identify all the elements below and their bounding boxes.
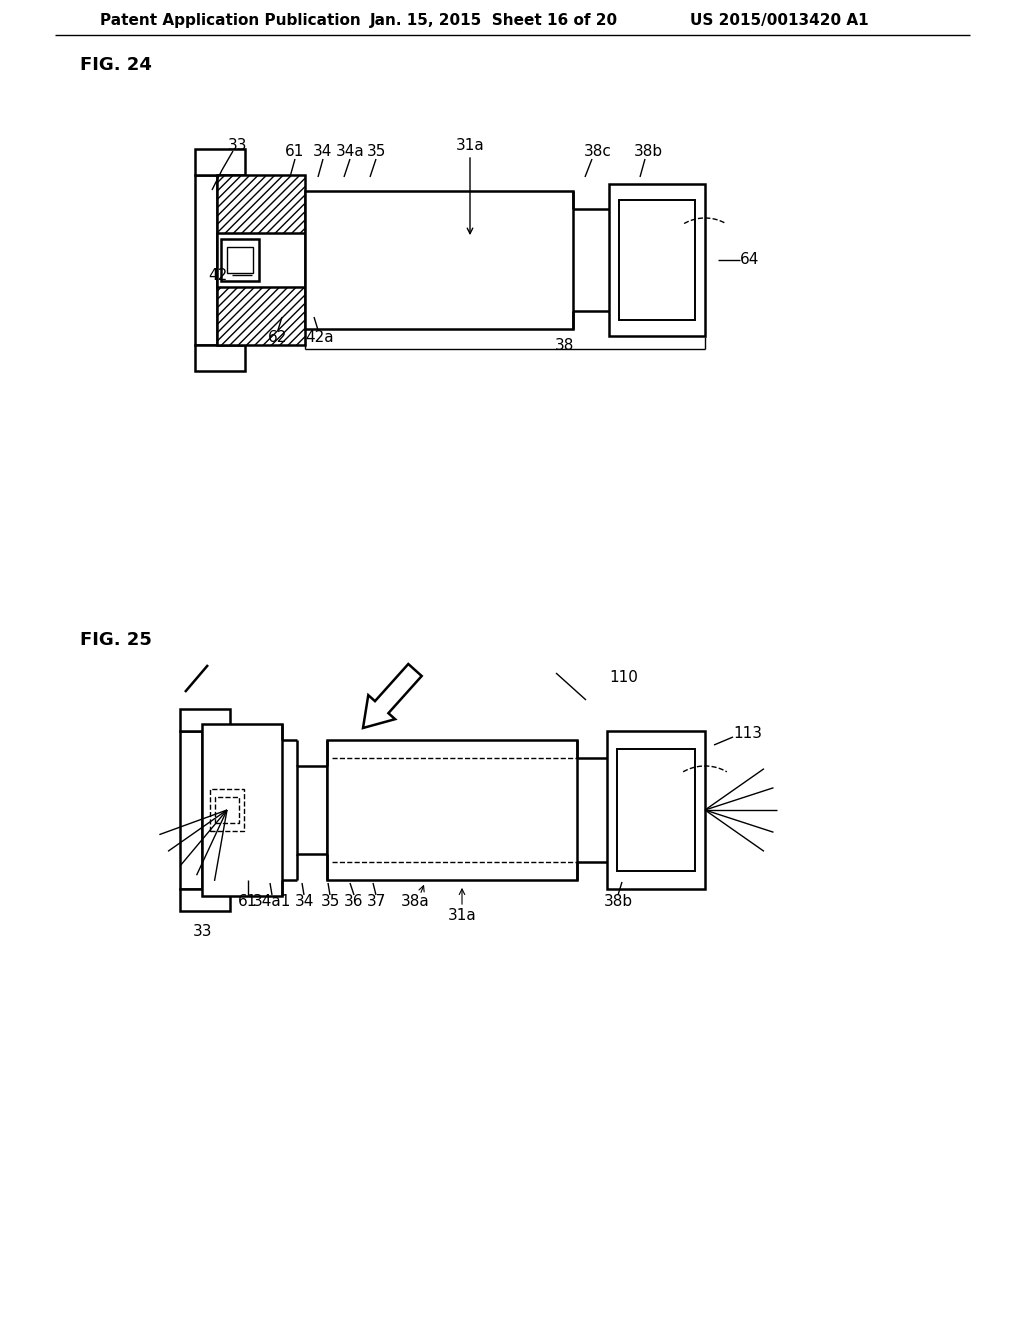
Bar: [202, 723, 282, 896]
Text: 61: 61: [239, 895, 258, 909]
Text: 38b: 38b: [603, 895, 633, 909]
Bar: [215, 797, 239, 822]
Text: US 2015/0013420 A1: US 2015/0013420 A1: [690, 12, 868, 28]
Bar: [195, 176, 217, 345]
Text: 34: 34: [294, 895, 313, 909]
Text: 34a1: 34a1: [253, 895, 291, 909]
Bar: [618, 201, 695, 319]
Bar: [305, 191, 573, 329]
Text: 38: 38: [555, 338, 574, 354]
Text: 34a: 34a: [336, 144, 365, 160]
Bar: [195, 149, 245, 176]
Bar: [195, 345, 245, 371]
Text: 62: 62: [268, 330, 288, 346]
Bar: [180, 888, 230, 911]
Text: Jan. 15, 2015  Sheet 16 of 20: Jan. 15, 2015 Sheet 16 of 20: [370, 12, 618, 28]
Bar: [327, 741, 577, 880]
Text: 110: 110: [609, 669, 638, 685]
Text: 35: 35: [367, 144, 386, 160]
Text: 61: 61: [286, 144, 305, 160]
Bar: [221, 239, 259, 281]
Text: 33: 33: [194, 924, 213, 940]
Text: FIG. 25: FIG. 25: [80, 631, 152, 649]
Bar: [607, 731, 705, 888]
Bar: [217, 234, 305, 286]
Bar: [180, 731, 202, 888]
Bar: [180, 709, 230, 731]
Text: 33: 33: [228, 137, 248, 153]
Text: 38b: 38b: [634, 144, 663, 160]
Text: 38a: 38a: [400, 895, 429, 909]
Text: 64: 64: [740, 252, 760, 268]
Text: 42a: 42a: [306, 330, 334, 346]
FancyArrow shape: [362, 664, 422, 729]
Text: 37: 37: [367, 895, 386, 909]
Bar: [217, 176, 305, 345]
Text: FIG. 24: FIG. 24: [80, 55, 152, 74]
Text: 113: 113: [733, 726, 763, 742]
Text: 35: 35: [321, 895, 340, 909]
Text: Patent Application Publication: Patent Application Publication: [100, 12, 360, 28]
Bar: [297, 766, 327, 854]
Text: 31a: 31a: [456, 137, 484, 153]
Bar: [227, 247, 253, 273]
Text: 31a: 31a: [447, 908, 476, 923]
Bar: [210, 789, 244, 832]
Text: 36: 36: [344, 895, 364, 909]
Bar: [617, 748, 695, 871]
Text: 38c: 38c: [584, 144, 612, 160]
Text: 42: 42: [208, 268, 227, 282]
Bar: [609, 183, 705, 337]
Text: 34: 34: [313, 144, 333, 160]
